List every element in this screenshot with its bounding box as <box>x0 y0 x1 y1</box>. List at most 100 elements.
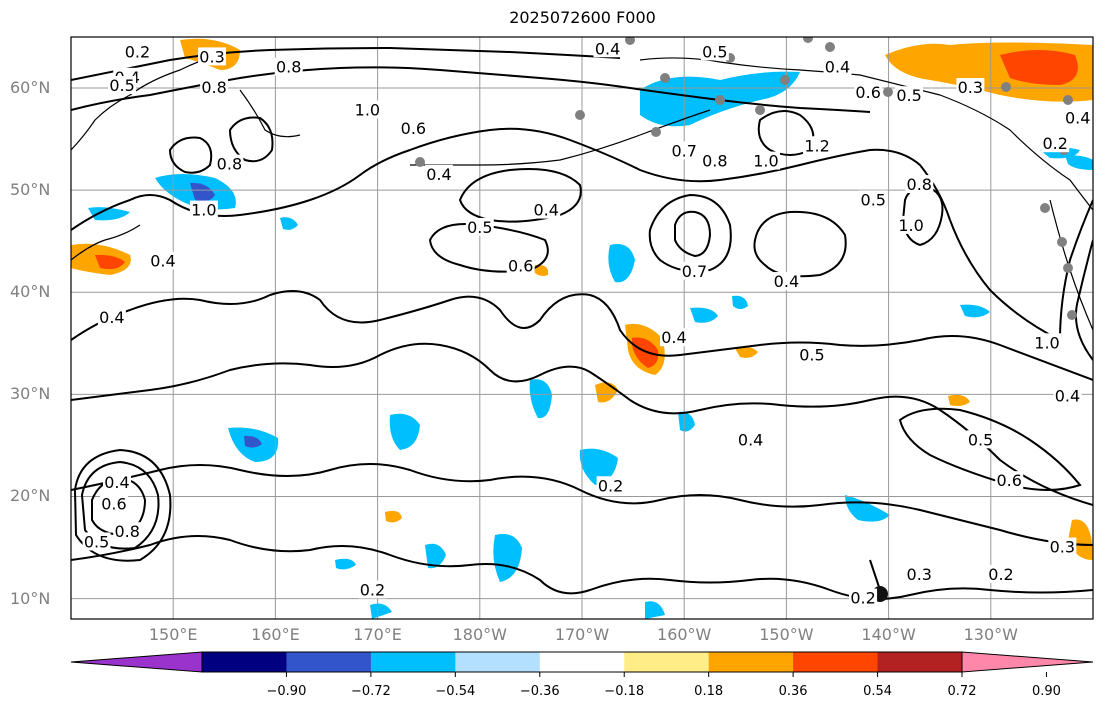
shade-red <box>95 254 125 270</box>
contour-label-bg <box>1033 333 1062 352</box>
shade-cyan <box>960 304 990 318</box>
contour-label: 0.6 <box>855 83 880 102</box>
contour-label: 0.8 <box>114 522 139 541</box>
shade-cyan <box>678 411 695 432</box>
station-dot <box>575 110 585 120</box>
contour-line <box>1074 239 1093 361</box>
contour-label-bg <box>751 151 780 170</box>
contour-label-bg <box>670 141 699 160</box>
shade-orange <box>735 346 758 358</box>
contour-label-bg <box>995 471 1024 490</box>
shade-cyan <box>389 413 420 450</box>
contour-label: 0.3 <box>199 47 224 66</box>
shade-orange <box>385 510 402 523</box>
contour-label: 0.3 <box>958 78 983 97</box>
contour-label-bg <box>399 118 428 137</box>
contour-label: 0.5 <box>861 190 886 209</box>
shade-cyan <box>732 295 748 309</box>
contour-label-bg <box>905 175 934 194</box>
contour-label: 0.5 <box>799 346 824 365</box>
contour-label-bg <box>1063 108 1092 127</box>
contour-label-bg <box>148 251 177 270</box>
contour-label-bg <box>108 76 137 95</box>
station-dot <box>883 87 893 97</box>
contour-label: 0.8 <box>217 155 242 174</box>
colorbar-swatch <box>539 652 625 672</box>
contour-label: 1.0 <box>753 152 778 171</box>
contour-label: 0.2 <box>360 580 385 599</box>
colorbar-tick-label: 0.54 <box>863 684 893 699</box>
contour-line <box>71 342 1093 506</box>
longitude-label: 150°W <box>759 625 814 644</box>
shade-cyan <box>645 601 665 619</box>
shaded-anomalies <box>71 38 1093 619</box>
contour-label-bg <box>102 473 131 492</box>
station-dot <box>1063 95 1073 105</box>
longitude-label: 170°W <box>554 625 610 644</box>
map-gridlines <box>71 37 1093 619</box>
station-dot <box>755 105 765 115</box>
colorbar-extend-high <box>961 651 1094 673</box>
contour-label-bg <box>506 256 535 275</box>
contour-label: 0.2 <box>1042 134 1067 153</box>
contour-label: 0.6 <box>101 495 126 514</box>
contour-label: 1.0 <box>1034 333 1059 352</box>
station-dot <box>660 73 670 83</box>
longitude-label: 180°W <box>452 625 507 644</box>
contour-label: 0.4 <box>738 430 763 449</box>
contour-label: 0.3 <box>1050 538 1075 557</box>
station-dot <box>1001 82 1011 92</box>
contour-line <box>71 290 1093 381</box>
contour-label: 0.4 <box>661 328 686 347</box>
coastline-kamchatka <box>71 54 301 151</box>
shade-orange <box>948 394 970 406</box>
latitude-label: 10°N <box>10 588 51 608</box>
contour-line <box>1059 199 1093 341</box>
colorbar <box>70 651 1094 677</box>
colorbar-tick-label: −0.72 <box>350 684 391 699</box>
contour-label: 1.0 <box>191 201 216 220</box>
station-dot <box>715 95 725 105</box>
contour-label: 0.2 <box>125 42 150 61</box>
contour-label-bg <box>680 261 709 280</box>
station-dot <box>1063 263 1073 273</box>
contour-label-bg <box>99 494 128 513</box>
contour-label-bg <box>1053 386 1082 405</box>
contour-label-bg <box>358 580 387 599</box>
contour-label-bg <box>113 522 142 541</box>
contour-label-bg <box>956 78 985 97</box>
contour-label: 0.7 <box>682 262 707 281</box>
contour-label: 0.3 <box>907 565 932 584</box>
shade-blue <box>190 182 215 202</box>
shade-cyan <box>845 495 890 522</box>
contour-line <box>898 407 1082 491</box>
contour-label-bg <box>905 565 934 584</box>
longitude-label: 160°E <box>251 625 300 644</box>
contour-label-bg <box>987 565 1016 584</box>
contour-label: 0.6 <box>508 257 533 276</box>
contour-label-bg <box>200 78 229 97</box>
longitude-label: 130°W <box>963 625 1018 644</box>
contour-label-bg <box>97 307 126 326</box>
contour-label-bg <box>189 200 218 219</box>
contour-label-bg <box>215 154 244 173</box>
contour-label: 0.5 <box>109 76 134 95</box>
contour-label-bg <box>854 83 883 102</box>
contour-label: 0.8 <box>907 175 932 194</box>
contour-label: 0.4 <box>99 308 124 327</box>
shade-cyan <box>370 603 392 619</box>
contour-label: 0.4 <box>1055 386 1080 405</box>
contour-label-bg <box>532 200 561 219</box>
contour-label-bg <box>1041 134 1070 153</box>
shade-cyan <box>529 379 552 419</box>
contour-label: 0.4 <box>825 58 850 77</box>
shade-cyan <box>690 307 718 323</box>
contour-label-bg <box>772 272 801 291</box>
contour-labels: 0.2 0.3 0.4 0.5 0.8 0.8 0.4 0.5 0.4 0.6 0.5 0.3 0.4 0… <box>82 39 1092 608</box>
colorbar-tick-label: −0.90 <box>266 684 307 699</box>
contour-label: 0.5 <box>84 532 109 551</box>
colorbar-extend-low <box>70 651 203 673</box>
contour-line <box>753 210 847 278</box>
colorbar-swatch <box>370 652 456 672</box>
contour-label-bg <box>123 42 152 61</box>
